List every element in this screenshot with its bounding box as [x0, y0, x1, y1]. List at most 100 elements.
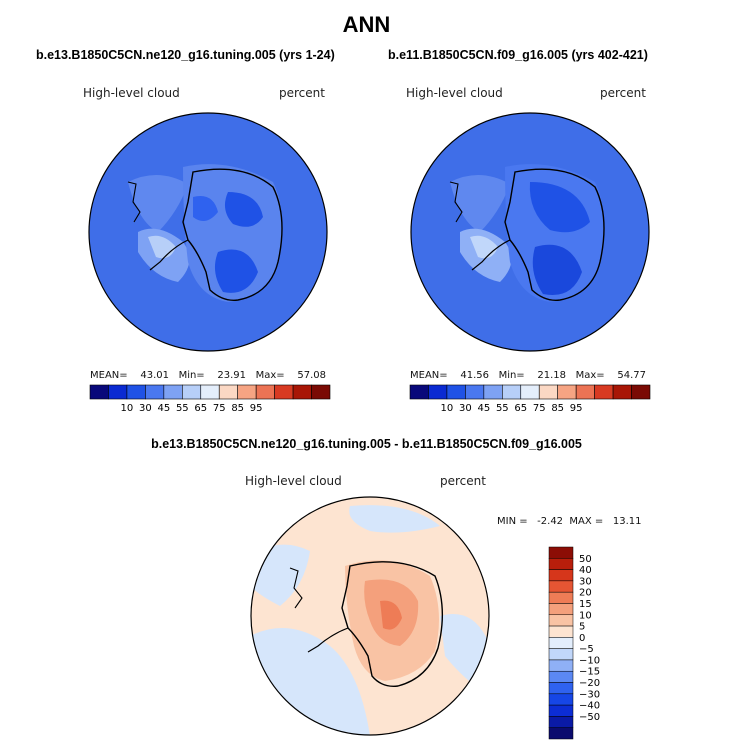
- diff-contour: [380, 600, 402, 630]
- colorbar-swatch: [108, 384, 128, 400]
- colorbar-tick-label: 30: [579, 576, 592, 587]
- colorbar-tick-label: 40: [579, 565, 592, 576]
- colorbar-swatch: [548, 558, 574, 570]
- colorbar-tick-label: 45: [477, 403, 490, 414]
- colorbar-swatch: [428, 384, 448, 400]
- colorbar-swatch: [465, 384, 485, 400]
- diff-units-label: percent: [440, 474, 486, 488]
- right-panel-title: b.e11.B1850C5CN.f09_g16.005 (yrs 402-421…: [388, 48, 648, 62]
- colorbar-tick-label: 30: [139, 403, 152, 414]
- colorbar-tick-label: 95: [570, 403, 583, 414]
- colorbar-swatch: [89, 384, 109, 400]
- colorbar-tick-label: 65: [194, 403, 207, 414]
- min-value: -2.42: [537, 516, 564, 527]
- colorbar-swatch: [538, 384, 558, 400]
- colorbar-swatch: [274, 384, 294, 400]
- cloud-contour: [224, 192, 263, 227]
- south-america-coastline: [127, 181, 141, 223]
- right-units-label: percent: [600, 86, 646, 100]
- south-america-coastline: [449, 181, 463, 223]
- antarctica-coastline: [182, 168, 283, 301]
- colorbar-tick-label: −50: [579, 712, 600, 723]
- colorbar-swatch: [548, 693, 574, 706]
- antarctica-coastline: [504, 168, 605, 301]
- colorbar-tick-label: 20: [579, 588, 592, 599]
- cloud-contour: [529, 182, 590, 233]
- map-boundary: [250, 496, 490, 736]
- colorbar-swatch: [631, 384, 651, 400]
- colorbar-swatch: [255, 384, 275, 400]
- max-label: Max=: [255, 370, 285, 381]
- colorbar-swatch: [548, 727, 574, 740]
- colorbar-tick-label: 45: [157, 403, 170, 414]
- left-stats: MEAN= 43.01 Min= 23.91 Max= 57.08: [90, 370, 326, 381]
- colorbar-swatch: [548, 546, 574, 559]
- min-value: 23.91: [217, 370, 247, 381]
- right-polar-map: [410, 112, 650, 352]
- colorbar-swatch: [548, 614, 574, 627]
- max-value: 57.08: [297, 370, 327, 381]
- colorbar-tick-label: 5: [579, 622, 585, 633]
- left-polar-map: [88, 112, 328, 352]
- colorbar-swatch: [446, 384, 466, 400]
- colorbar-tick-label: 55: [496, 403, 509, 414]
- right-stats: MEAN= 41.56 Min= 21.18 Max= 54.77: [410, 370, 646, 381]
- min-label: MIN =: [497, 516, 528, 527]
- colorbar-swatch: [548, 625, 574, 638]
- colorbar-swatch: [548, 716, 574, 728]
- colorbar-swatch: [612, 384, 632, 400]
- colorbar-swatch: [126, 384, 146, 400]
- mean-value: 43.01: [140, 370, 170, 381]
- map-boundary: [410, 112, 650, 352]
- min-value: 21.18: [537, 370, 567, 381]
- colorbar-tick-label: 10: [441, 403, 454, 414]
- min-label: Min=: [498, 370, 525, 381]
- diff-stats: MIN = -2.42 MAX = 13.11: [497, 516, 641, 527]
- mean-value: 41.56: [460, 370, 490, 381]
- colorbar-tick-label: 10: [579, 610, 592, 621]
- min-label: Min=: [178, 370, 205, 381]
- colorbar-swatch: [548, 682, 574, 695]
- colorbar-swatch: [557, 384, 577, 400]
- colorbar-swatch: [548, 603, 574, 616]
- colorbar-tick-label: 55: [176, 403, 189, 414]
- diff-variable-label: High-level cloud: [245, 474, 342, 488]
- cloud-contour: [532, 244, 582, 296]
- colorbar-tick-label: 10: [121, 403, 134, 414]
- right-variable-label: High-level cloud: [406, 86, 503, 100]
- colorbar-swatch: [548, 591, 574, 604]
- colorbar-swatch: [594, 384, 614, 400]
- colorbar-swatch: [548, 648, 574, 661]
- max-value: 13.11: [612, 516, 642, 527]
- colorbar-swatch: [548, 580, 574, 593]
- left-panel-title: b.e13.B1850C5CN.ne120_g16.tuning.005 (yr…: [36, 48, 335, 62]
- colorbar-tick-label: −10: [579, 655, 600, 666]
- left-colorbar: 10 30 45 55 65 75 85 95: [89, 384, 331, 414]
- mean-label: MEAN=: [410, 370, 448, 381]
- colorbar-swatch: [182, 384, 202, 400]
- colorbar-swatch: [502, 384, 522, 400]
- colorbar-tick-label: 85: [551, 403, 564, 414]
- colorbar-swatch: [548, 637, 574, 649]
- map-boundary: [88, 112, 328, 352]
- colorbar-tick-label: 65: [514, 403, 527, 414]
- colorbar-swatch: [163, 384, 183, 400]
- max-value: 54.77: [617, 370, 647, 381]
- colorbar-swatch: [237, 384, 257, 400]
- colorbar-swatch: [548, 670, 574, 683]
- colorbar-tick-label: −15: [579, 667, 600, 678]
- right-colorbar: 10 30 45 55 65 75 85 95: [409, 384, 651, 414]
- colorbar-swatch: [575, 384, 595, 400]
- diff-panel-title: b.e13.B1850C5CN.ne120_g16.tuning.005 - b…: [151, 437, 582, 451]
- cloud-contour: [214, 249, 258, 293]
- colorbar-swatch: [520, 384, 540, 400]
- left-variable-label: High-level cloud: [83, 86, 180, 100]
- colorbar-tick-label: 95: [250, 403, 263, 414]
- peninsula-coastline: [307, 627, 349, 653]
- colorbar-tick-label: −20: [579, 678, 600, 689]
- colorbar-swatch: [145, 384, 165, 400]
- colorbar-tick-label: 15: [579, 599, 592, 610]
- max-label: Max=: [575, 370, 605, 381]
- cloud-contour: [128, 174, 188, 232]
